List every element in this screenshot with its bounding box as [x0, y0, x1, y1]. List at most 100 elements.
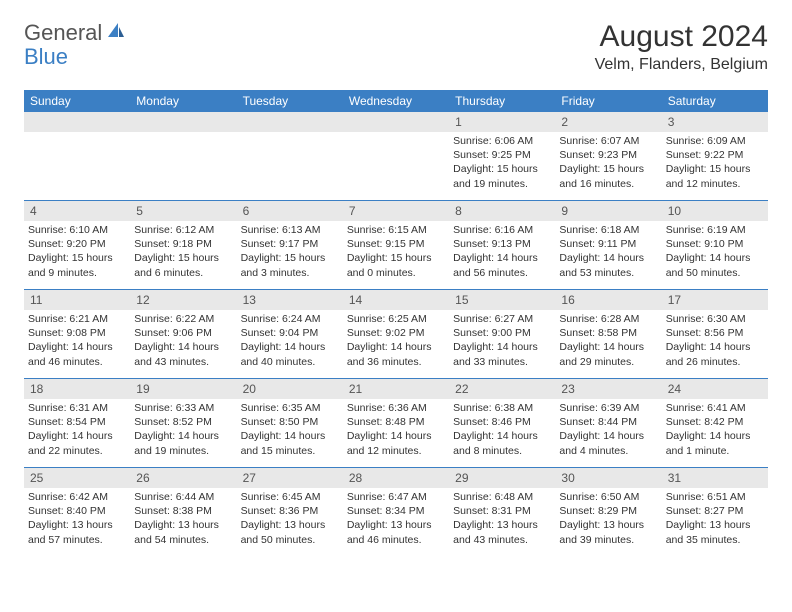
- sunset-text: Sunset: 9:23 PM: [559, 148, 657, 162]
- day-number: 12: [130, 290, 236, 310]
- sunset-text: Sunset: 8:46 PM: [453, 415, 551, 429]
- title-block: August 2024 Velm, Flanders, Belgium: [595, 20, 768, 74]
- sunrise-text: Sunrise: 6:28 AM: [559, 312, 657, 326]
- sunset-text: Sunset: 8:44 PM: [559, 415, 657, 429]
- day-body: Sunrise: 6:24 AMSunset: 9:04 PMDaylight:…: [237, 310, 343, 373]
- calendar: SundayMondayTuesdayWednesdayThursdayFrid…: [24, 90, 768, 556]
- sunrise-text: Sunrise: 6:15 AM: [347, 223, 445, 237]
- daylight-text: Daylight: 14 hours and 22 minutes.: [28, 429, 126, 457]
- day-body: Sunrise: 6:25 AMSunset: 9:02 PMDaylight:…: [343, 310, 449, 373]
- day-cell: 31Sunrise: 6:51 AMSunset: 8:27 PMDayligh…: [662, 468, 768, 556]
- daylight-text: Daylight: 14 hours and 56 minutes.: [453, 251, 551, 279]
- weekday-header: Friday: [555, 90, 661, 112]
- day-number: 1: [449, 112, 555, 132]
- daylight-text: Daylight: 15 hours and 0 minutes.: [347, 251, 445, 279]
- day-number: 14: [343, 290, 449, 310]
- daylight-text: Daylight: 14 hours and 46 minutes.: [28, 340, 126, 368]
- sunset-text: Sunset: 9:18 PM: [134, 237, 232, 251]
- day-body: Sunrise: 6:22 AMSunset: 9:06 PMDaylight:…: [130, 310, 236, 373]
- sunrise-text: Sunrise: 6:51 AM: [666, 490, 764, 504]
- day-cell: [237, 112, 343, 200]
- day-cell: [343, 112, 449, 200]
- day-cell: 22Sunrise: 6:38 AMSunset: 8:46 PMDayligh…: [449, 379, 555, 467]
- day-body: Sunrise: 6:06 AMSunset: 9:25 PMDaylight:…: [449, 132, 555, 195]
- day-body: Sunrise: 6:38 AMSunset: 8:46 PMDaylight:…: [449, 399, 555, 462]
- sunset-text: Sunset: 8:27 PM: [666, 504, 764, 518]
- day-cell: 29Sunrise: 6:48 AMSunset: 8:31 PMDayligh…: [449, 468, 555, 556]
- daylight-text: Daylight: 14 hours and 1 minute.: [666, 429, 764, 457]
- weekday-header: Saturday: [662, 90, 768, 112]
- day-number: 6: [237, 201, 343, 221]
- day-number: 4: [24, 201, 130, 221]
- day-body: [237, 132, 343, 138]
- daylight-text: Daylight: 15 hours and 12 minutes.: [666, 162, 764, 190]
- day-body: Sunrise: 6:42 AMSunset: 8:40 PMDaylight:…: [24, 488, 130, 551]
- sunset-text: Sunset: 9:20 PM: [28, 237, 126, 251]
- daylight-text: Daylight: 13 hours and 46 minutes.: [347, 518, 445, 546]
- day-number: 24: [662, 379, 768, 399]
- sunset-text: Sunset: 9:22 PM: [666, 148, 764, 162]
- day-number: 17: [662, 290, 768, 310]
- day-cell: 8Sunrise: 6:16 AMSunset: 9:13 PMDaylight…: [449, 201, 555, 289]
- weekday-header-row: SundayMondayTuesdayWednesdayThursdayFrid…: [24, 90, 768, 112]
- sunrise-text: Sunrise: 6:12 AM: [134, 223, 232, 237]
- day-cell: 7Sunrise: 6:15 AMSunset: 9:15 PMDaylight…: [343, 201, 449, 289]
- day-cell: [24, 112, 130, 200]
- day-body: Sunrise: 6:41 AMSunset: 8:42 PMDaylight:…: [662, 399, 768, 462]
- sunrise-text: Sunrise: 6:30 AM: [666, 312, 764, 326]
- day-body: Sunrise: 6:09 AMSunset: 9:22 PMDaylight:…: [662, 132, 768, 195]
- sunset-text: Sunset: 8:40 PM: [28, 504, 126, 518]
- day-number: 21: [343, 379, 449, 399]
- daylight-text: Daylight: 15 hours and 3 minutes.: [241, 251, 339, 279]
- day-number: 23: [555, 379, 661, 399]
- location-text: Velm, Flanders, Belgium: [595, 56, 768, 74]
- day-body: Sunrise: 6:39 AMSunset: 8:44 PMDaylight:…: [555, 399, 661, 462]
- daylight-text: Daylight: 14 hours and 53 minutes.: [559, 251, 657, 279]
- day-cell: 3Sunrise: 6:09 AMSunset: 9:22 PMDaylight…: [662, 112, 768, 200]
- daylight-text: Daylight: 14 hours and 50 minutes.: [666, 251, 764, 279]
- sunrise-text: Sunrise: 6:19 AM: [666, 223, 764, 237]
- day-cell: 9Sunrise: 6:18 AMSunset: 9:11 PMDaylight…: [555, 201, 661, 289]
- day-number: 27: [237, 468, 343, 488]
- day-body: [130, 132, 236, 138]
- daylight-text: Daylight: 14 hours and 29 minutes.: [559, 340, 657, 368]
- day-number: 29: [449, 468, 555, 488]
- logo-text-blue: Blue: [24, 44, 68, 69]
- weekday-header: Sunday: [24, 90, 130, 112]
- day-cell: 19Sunrise: 6:33 AMSunset: 8:52 PMDayligh…: [130, 379, 236, 467]
- day-cell: 14Sunrise: 6:25 AMSunset: 9:02 PMDayligh…: [343, 290, 449, 378]
- calendar-weeks: 1Sunrise: 6:06 AMSunset: 9:25 PMDaylight…: [24, 112, 768, 556]
- sunset-text: Sunset: 9:13 PM: [453, 237, 551, 251]
- day-cell: 20Sunrise: 6:35 AMSunset: 8:50 PMDayligh…: [237, 379, 343, 467]
- day-cell: 6Sunrise: 6:13 AMSunset: 9:17 PMDaylight…: [237, 201, 343, 289]
- day-body: Sunrise: 6:33 AMSunset: 8:52 PMDaylight:…: [130, 399, 236, 462]
- day-number: 20: [237, 379, 343, 399]
- calendar-week: 11Sunrise: 6:21 AMSunset: 9:08 PMDayligh…: [24, 290, 768, 379]
- daylight-text: Daylight: 14 hours and 4 minutes.: [559, 429, 657, 457]
- day-number: 15: [449, 290, 555, 310]
- sunrise-text: Sunrise: 6:38 AM: [453, 401, 551, 415]
- daylight-text: Daylight: 13 hours and 43 minutes.: [453, 518, 551, 546]
- logo-text-general: General: [24, 20, 102, 46]
- day-body: Sunrise: 6:10 AMSunset: 9:20 PMDaylight:…: [24, 221, 130, 284]
- sunrise-text: Sunrise: 6:24 AM: [241, 312, 339, 326]
- sunrise-text: Sunrise: 6:50 AM: [559, 490, 657, 504]
- day-number: 11: [24, 290, 130, 310]
- page-title: August 2024: [595, 20, 768, 54]
- day-number: 16: [555, 290, 661, 310]
- calendar-week: 4Sunrise: 6:10 AMSunset: 9:20 PMDaylight…: [24, 201, 768, 290]
- day-cell: 11Sunrise: 6:21 AMSunset: 9:08 PMDayligh…: [24, 290, 130, 378]
- day-number: 25: [24, 468, 130, 488]
- daylight-text: Daylight: 13 hours and 39 minutes.: [559, 518, 657, 546]
- calendar-week: 18Sunrise: 6:31 AMSunset: 8:54 PMDayligh…: [24, 379, 768, 468]
- daylight-text: Daylight: 15 hours and 9 minutes.: [28, 251, 126, 279]
- sunrise-text: Sunrise: 6:45 AM: [241, 490, 339, 504]
- sunrise-text: Sunrise: 6:25 AM: [347, 312, 445, 326]
- day-body: Sunrise: 6:30 AMSunset: 8:56 PMDaylight:…: [662, 310, 768, 373]
- sunset-text: Sunset: 8:56 PM: [666, 326, 764, 340]
- day-body: Sunrise: 6:50 AMSunset: 8:29 PMDaylight:…: [555, 488, 661, 551]
- day-cell: 5Sunrise: 6:12 AMSunset: 9:18 PMDaylight…: [130, 201, 236, 289]
- day-body: Sunrise: 6:07 AMSunset: 9:23 PMDaylight:…: [555, 132, 661, 195]
- sunset-text: Sunset: 8:34 PM: [347, 504, 445, 518]
- sunrise-text: Sunrise: 6:09 AM: [666, 134, 764, 148]
